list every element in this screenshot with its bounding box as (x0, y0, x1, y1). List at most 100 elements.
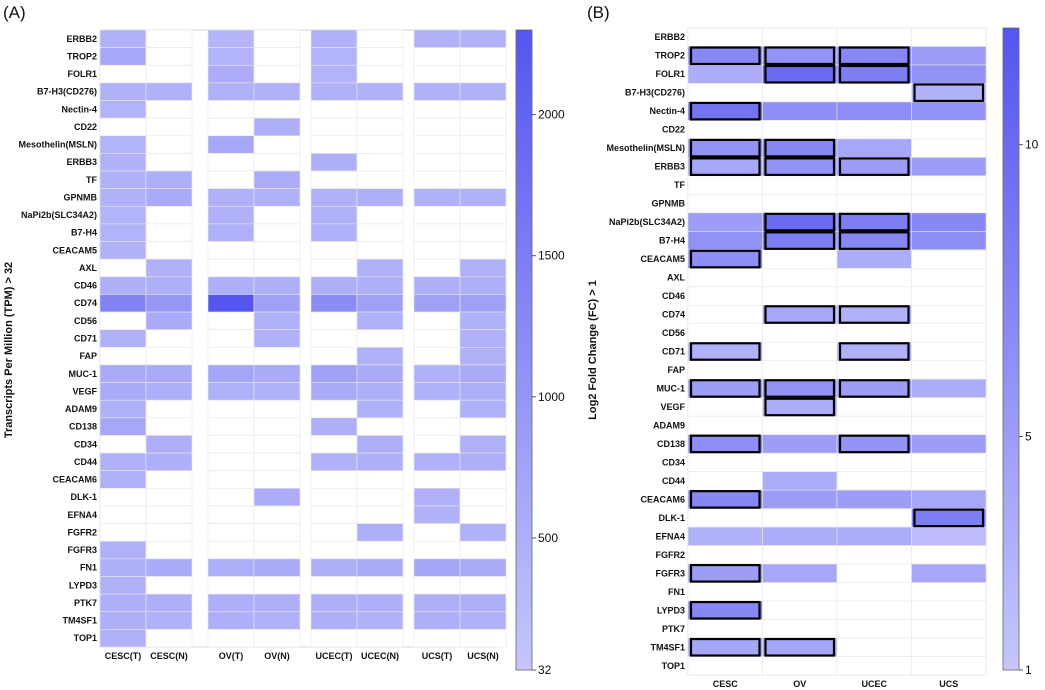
panel-b-row-label: MUC-1 (657, 383, 686, 393)
panel-b-highlight-box (838, 212, 910, 232)
panel-a-cell (459, 223, 507, 242)
panel-b-cell (911, 415, 987, 435)
panel-a-cell (145, 29, 193, 48)
panel-a-cell (413, 523, 461, 542)
panel-b-cell (836, 175, 912, 195)
panel-b-cell (687, 656, 763, 676)
panel-a-cell (145, 223, 193, 242)
panel-b-cell (911, 582, 987, 602)
panel-a-cell (459, 117, 507, 137)
panel-a-cell (356, 241, 404, 260)
panel-b-cell (762, 545, 838, 565)
panel-b-cell (836, 508, 912, 528)
panel-b-cell (762, 268, 838, 288)
panel-a-cell (145, 205, 193, 225)
panel-b-cell (836, 582, 912, 602)
panel-b-row-label: CD71 (662, 347, 685, 357)
panel-b-cell (687, 323, 763, 343)
panel-b-cell (762, 46, 838, 66)
panel-b-row-label: B7-H4 (659, 236, 685, 246)
panel-a-cell (459, 135, 507, 154)
panel-a-cell (253, 47, 301, 66)
panel-a-cell (253, 347, 301, 366)
panel-a-cell (310, 470, 358, 489)
panel-a-cell (207, 223, 255, 242)
panel-a-cell (207, 153, 255, 172)
panel-a-cell (413, 540, 461, 560)
panel-a-cell (145, 100, 193, 119)
panel-a-cell (356, 100, 404, 119)
panel-a-cell (310, 611, 358, 630)
panel-a-cell (356, 29, 404, 48)
panel-b-cell (911, 323, 987, 343)
panel-b-row-label: ERBB2 (654, 32, 685, 42)
panel-a-col-label: CESC(T) (105, 651, 142, 661)
panel-b-row-label: VEGF (660, 402, 685, 412)
panel-a-cell (413, 435, 461, 454)
panel-a-cell (310, 540, 358, 560)
panel-a-cell (253, 417, 301, 436)
panel-b-row-label: CEACAM5 (640, 254, 685, 264)
panel-a-cell (356, 117, 404, 137)
panel-a-cell (356, 258, 404, 278)
panel-b-cell (911, 64, 987, 84)
panel-a-cell (207, 523, 255, 542)
panel-a-cell (207, 29, 255, 48)
panel-a-cell (207, 258, 255, 278)
panel-a-cell (145, 558, 193, 577)
panel-a-cell (459, 523, 507, 542)
panel-a-cell (99, 417, 147, 436)
panel-b-cell (762, 194, 838, 214)
panel-b-cell (687, 120, 763, 140)
panel-a-cell (99, 276, 147, 295)
panel-a-row-label: TROP2 (67, 51, 97, 61)
panel-b-cell (762, 526, 838, 546)
panel-a-cell (145, 470, 193, 489)
panel-a-cell (459, 505, 507, 524)
panel-b-col-label: UCS (939, 679, 958, 689)
panel-b-cell (911, 378, 987, 399)
panel-b-row-label: ADAM9 (653, 420, 685, 430)
panel-a-cell (413, 241, 461, 260)
panel-a-cell (459, 100, 507, 119)
panel-a-cell (207, 329, 255, 348)
panel-a-row-label: PTK7 (74, 598, 97, 608)
panel-a-cell (207, 399, 255, 419)
panel-b-cell (762, 360, 838, 380)
panel-a-cell (145, 294, 193, 313)
panel-b-row-label: FOLR1 (655, 69, 685, 79)
panel-a-row-label: TOP1 (74, 633, 97, 643)
panel-a-cell (413, 347, 461, 366)
panel-b-cell (687, 249, 763, 269)
panel-a-heatmap: ERBB2 TROP2 FOLR1 B7-H3(CD276) Nectin-4 CD22 M… (19, 29, 507, 661)
panel-b-cell (762, 452, 838, 472)
panel-a-cell (99, 47, 147, 66)
panel-a-cell (207, 540, 255, 560)
panel-b-cell (911, 397, 987, 417)
panel-b-cell (911, 212, 987, 232)
panel-b-cell (687, 637, 763, 657)
panel-a-row-label: B7-H3(CD276) (37, 87, 97, 97)
panel-a-cell (253, 611, 301, 630)
panel-a-col-label: UCS(T) (422, 651, 453, 661)
panel-b-cell (836, 526, 912, 546)
panel-b-cell (762, 212, 838, 232)
panel-a-cell (253, 364, 301, 383)
panel-a-row-label: CD44 (74, 457, 97, 467)
panel-b-cell (762, 341, 838, 362)
panel-b-cell (836, 231, 912, 251)
panel-a-col-label: UCEC(T) (316, 651, 353, 661)
panel-a-cell (356, 188, 404, 207)
panel-a-cell (356, 311, 404, 330)
panel-a-cell (356, 294, 404, 313)
panel-b-cell (836, 249, 912, 269)
panel-a-cell (413, 452, 461, 472)
panel-b-cell (762, 563, 838, 583)
panel-b-cell (762, 304, 838, 325)
panel-a-cell (145, 435, 193, 454)
panel-a-row-label: FN1 (80, 563, 97, 573)
panel-b-col-label: CESC (713, 679, 739, 689)
panel-b-ylabel: Log2 Fold Change (FC) > 1 (587, 280, 599, 420)
panel-a-cell (99, 452, 147, 472)
panel-b-cell (687, 360, 763, 380)
